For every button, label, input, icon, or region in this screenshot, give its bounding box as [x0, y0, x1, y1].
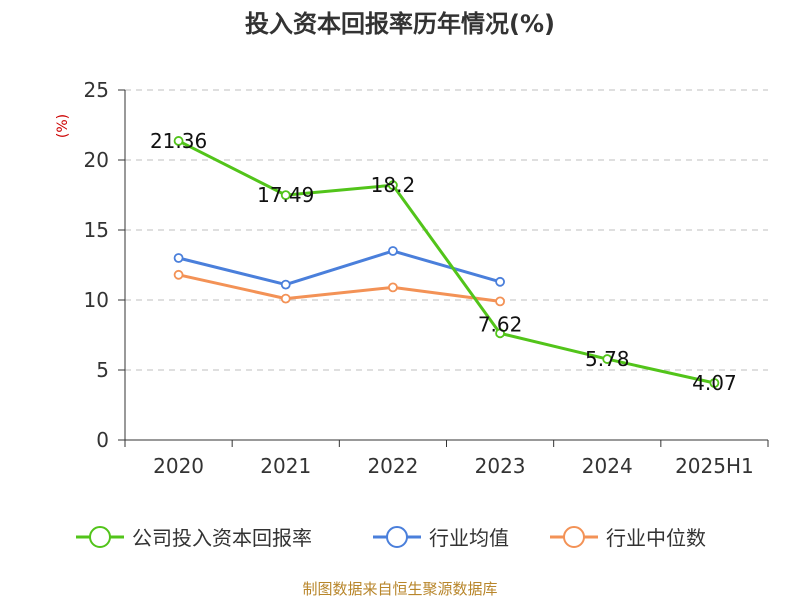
data-point: [173, 269, 184, 280]
x-tick-label: 2020: [153, 454, 204, 478]
data-point: [495, 276, 505, 287]
data-point: [602, 354, 613, 364]
legend: 公司投入资本回报率 行业均值 行业中位数: [76, 526, 706, 550]
x-tick-label: 2025H1: [675, 454, 754, 478]
series-line: [178, 273, 501, 303]
y-axis-unit: (%): [55, 114, 71, 138]
chart-title: 投入资本回报率历年情况(%): [245, 10, 555, 38]
series-lines: [173, 136, 720, 388]
data-labels: 21.36 17.49 18.2 7.62 5.78 4.07: [150, 129, 737, 395]
data-label: 7.62: [478, 312, 523, 336]
data-point: [280, 293, 291, 304]
legend-label: 行业均值: [429, 526, 509, 550]
legend-marker: [89, 526, 111, 548]
legend-label: 公司投入资本回报率: [132, 526, 312, 550]
y-tick-label: 15: [84, 218, 109, 242]
x-tick-label: 2024: [582, 454, 633, 478]
data-point: [280, 279, 291, 290]
grid: [125, 89, 768, 371]
series-line: [177, 139, 715, 385]
y-tick-label: 0: [96, 428, 109, 452]
legend-marker: [386, 526, 408, 548]
data-point: [495, 296, 505, 307]
y-tick-label: 10: [84, 288, 109, 312]
legend-label: 行业中位数: [606, 526, 706, 550]
x-tick-label: 2023: [475, 454, 526, 478]
data-label: 4.07: [692, 371, 737, 395]
data-point: [388, 180, 398, 191]
legend-item: 行业中位数: [550, 526, 706, 550]
data-point: [173, 253, 184, 263]
series-line: [178, 249, 501, 287]
data-point: [495, 328, 505, 339]
data-point: [388, 282, 398, 293]
legend-marker: [563, 526, 585, 548]
y-tick-label: 5: [96, 358, 109, 382]
x-tick-label: 2021: [260, 454, 311, 478]
data-label: 5.78: [585, 347, 630, 371]
data-label: 17.49: [257, 183, 314, 207]
data-point: [173, 136, 184, 146]
legend-item: 行业均值: [373, 526, 509, 550]
source-note: 制图数据来自恒生聚源数据库: [302, 580, 497, 598]
data-label: 18.2: [371, 173, 416, 197]
data-point: [280, 190, 291, 201]
data-point: [388, 246, 398, 256]
x-tick-label: 2022: [367, 454, 418, 478]
data-point: [709, 378, 720, 388]
data-label: 21.36: [150, 129, 207, 153]
y-tick-label: 20: [84, 148, 109, 172]
legend-item: 公司投入资本回报率: [76, 526, 312, 550]
axes: 0 5 10 15 20 25 2020 2021 2022 2023 2024 2025H1: [84, 78, 769, 478]
y-tick-label: 25: [84, 78, 109, 102]
